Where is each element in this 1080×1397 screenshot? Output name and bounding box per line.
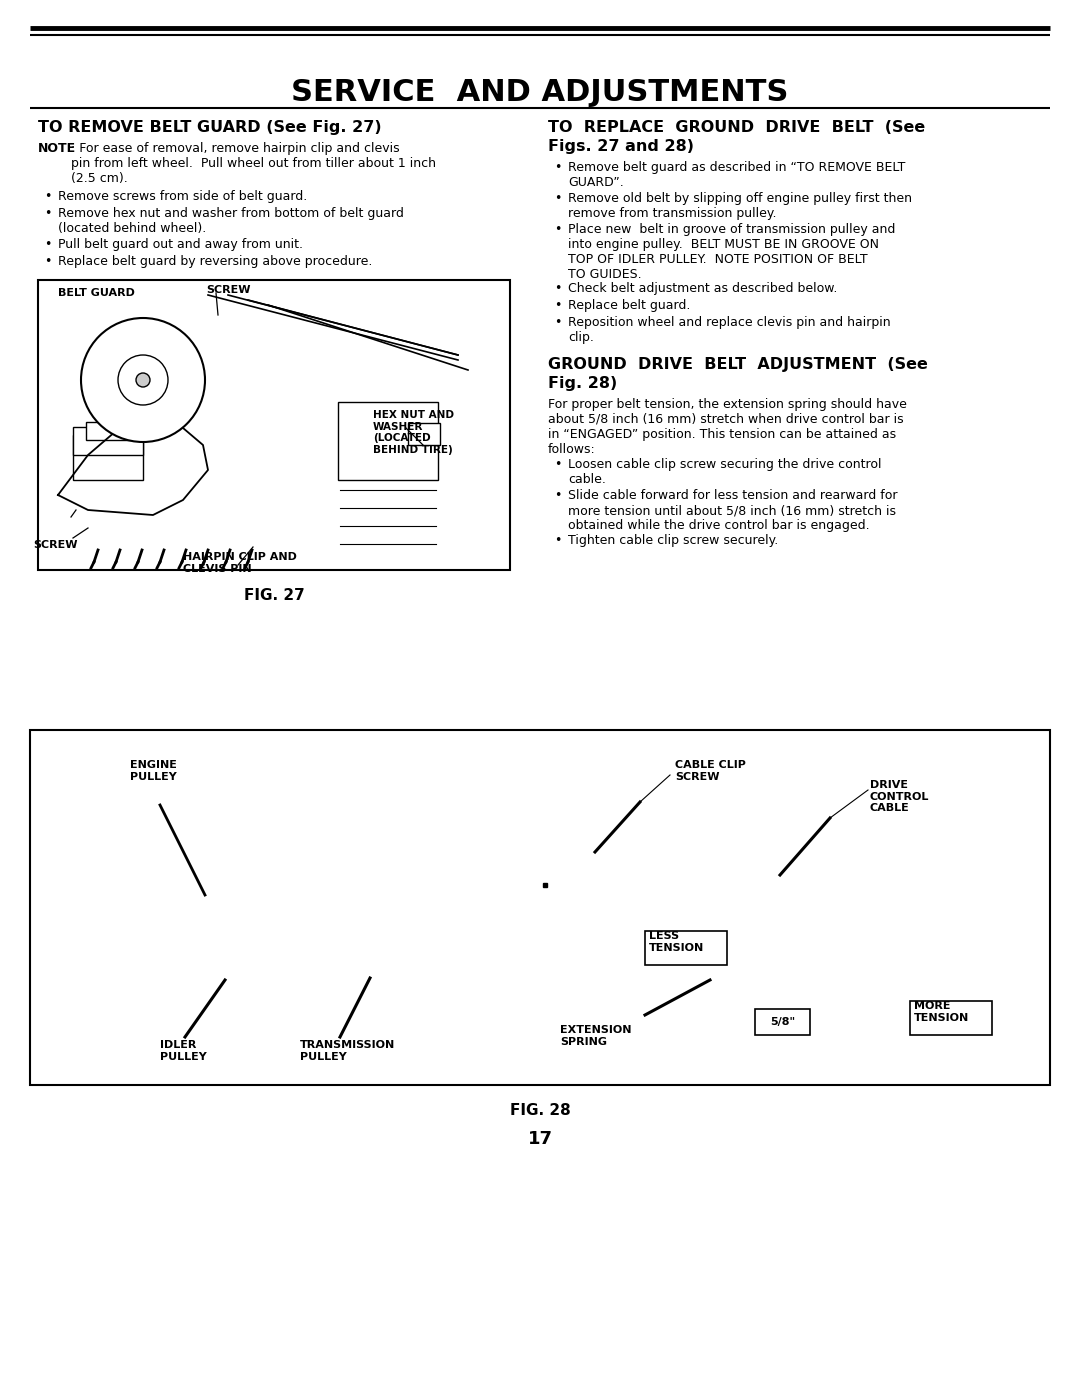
Text: Loosen cable clip screw securing the drive control
cable.: Loosen cable clip screw securing the dri… [568,458,881,486]
Bar [38,279,510,570]
Text: Figs. 27 and 28): Figs. 27 and 28) [548,138,694,154]
Text: Slide cable forward for less tension and rearward for
more tension until about 5: Slide cable forward for less tension and… [568,489,897,532]
Text: Remove screws from side of belt guard.: Remove screws from side of belt guard. [58,190,307,203]
Text: 17: 17 [527,1130,553,1148]
Text: SERVICE  AND ADJUSTMENTS: SERVICE AND ADJUSTMENTS [292,78,788,108]
Text: •: • [44,256,52,268]
Text: Pull belt guard out and away from unit.: Pull belt guard out and away from unit. [58,237,303,251]
Text: •: • [554,224,562,236]
Text: •: • [554,534,562,548]
Text: FIG. 28: FIG. 28 [510,1104,570,1118]
Text: SCREW: SCREW [33,541,78,550]
Text: DRIVE
CONTROL
CABLE: DRIVE CONTROL CABLE [870,780,930,813]
Text: Place new  belt in groove of transmission pulley and
into engine pulley.  BELT M: Place new belt in groove of transmission… [568,224,895,281]
Text: •: • [554,316,562,330]
Text: TRANSMISSION
PULLEY: TRANSMISSION PULLEY [300,1039,395,1062]
Bar [73,434,143,481]
Text: Tighten cable clip screw securely.: Tighten cable clip screw securely. [568,534,779,548]
Text: FIG. 27: FIG. 27 [244,588,305,604]
Text: For proper belt tension, the extension spring should have
about 5/8 inch (16 mm): For proper belt tension, the extension s… [548,398,907,455]
Text: •: • [554,161,562,175]
Circle shape [136,373,150,387]
Text: Remove hex nut and washer from bottom of belt guard
(located behind wheel).: Remove hex nut and washer from bottom of… [58,207,404,235]
Text: NOTE: NOTE [38,142,76,155]
Text: 5/8": 5/8" [770,1017,795,1027]
Text: MORE
TENSION: MORE TENSION [914,1002,969,1023]
Text: Replace belt guard.: Replace belt guard. [568,299,690,312]
Bar [910,1002,993,1035]
Bar [73,427,143,455]
Text: TO  REPLACE  GROUND  DRIVE  BELT  (See: TO REPLACE GROUND DRIVE BELT (See [548,120,926,136]
Bar [86,422,131,440]
Text: •: • [44,237,52,251]
Text: •: • [554,489,562,502]
Text: GROUND  DRIVE  BELT  ADJUSTMENT  (See: GROUND DRIVE BELT ADJUSTMENT (See [548,358,928,372]
Text: Check belt adjustment as described below.: Check belt adjustment as described below… [568,282,837,295]
Text: EXTENSION
SPRING: EXTENSION SPRING [561,1025,632,1046]
Text: : For ease of removal, remove hairpin clip and clevis
pin from left wheel.  Pull: : For ease of removal, remove hairpin cl… [71,142,436,184]
Text: •: • [554,299,562,312]
Text: BELT GUARD: BELT GUARD [58,288,135,298]
Text: •: • [554,282,562,295]
Text: Remove belt guard as described in “TO REMOVE BELT
GUARD”.: Remove belt guard as described in “TO RE… [568,161,905,189]
Text: •: • [44,207,52,219]
Bar [30,731,1050,1085]
Bar [645,930,727,965]
Bar [408,423,440,446]
Text: Fig. 28): Fig. 28) [548,376,618,391]
Text: LESS
TENSION: LESS TENSION [649,930,704,953]
Text: •: • [554,458,562,471]
Text: HAIRPIN CLIP AND
CLEVIS PIN: HAIRPIN CLIP AND CLEVIS PIN [183,552,297,574]
Text: HEX NUT AND
WASHER
(LOCATED
BEHIND TIRE): HEX NUT AND WASHER (LOCATED BEHIND TIRE) [373,409,454,455]
Bar [338,402,438,481]
Text: •: • [554,191,562,205]
Text: Reposition wheel and replace clevis pin and hairpin
clip.: Reposition wheel and replace clevis pin … [568,316,891,344]
Text: TO REMOVE BELT GUARD (See Fig. 27): TO REMOVE BELT GUARD (See Fig. 27) [38,120,381,136]
Text: •: • [44,190,52,203]
Text: Remove old belt by slipping off engine pulley first then
remove from transmissio: Remove old belt by slipping off engine p… [568,191,912,219]
Text: ENGINE
PULLEY: ENGINE PULLEY [130,760,177,781]
Text: IDLER
PULLEY: IDLER PULLEY [160,1039,206,1062]
Text: Replace belt guard by reversing above procedure.: Replace belt guard by reversing above pr… [58,256,373,268]
Circle shape [118,355,168,405]
Text: CABLE CLIP
SCREW: CABLE CLIP SCREW [675,760,746,781]
Circle shape [81,319,205,441]
Bar [755,1009,810,1035]
Text: SCREW: SCREW [206,285,251,295]
